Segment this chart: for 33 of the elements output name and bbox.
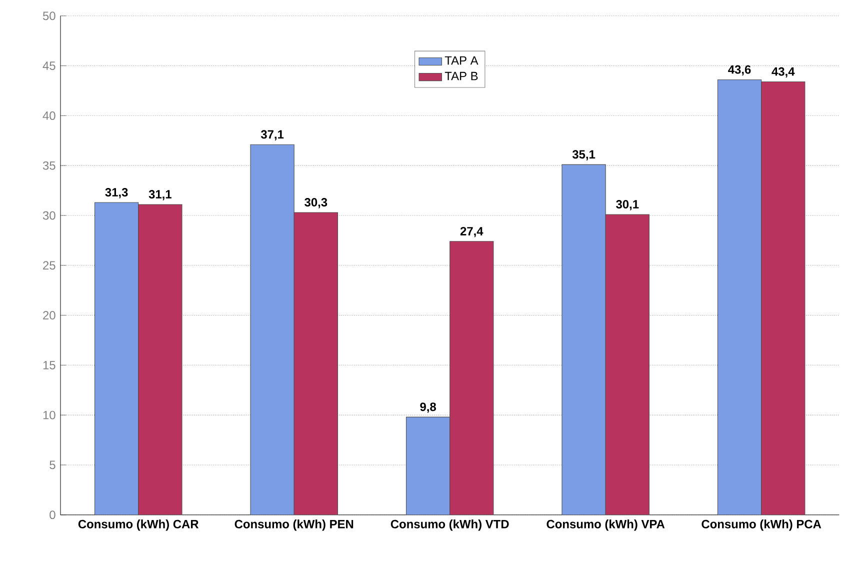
y-tick-label: 0: [50, 510, 56, 520]
data-label: 30,3: [304, 198, 328, 208]
y-tick-label: 20: [43, 311, 56, 320]
data-label: 35,1: [572, 150, 596, 160]
bar: [562, 164, 606, 515]
bar: [94, 202, 139, 515]
y-tick-label: 25: [43, 261, 56, 270]
y-tick-label: 35: [42, 161, 56, 170]
data-label: 43,6: [728, 65, 751, 76]
y-tick-label: 15: [43, 360, 56, 370]
x-tick-label: Consumo (kWh) PEN: [234, 520, 354, 531]
y-tick-label: 5: [50, 460, 56, 470]
x-tick-label: Consumo (kWh) PCA: [702, 520, 822, 531]
x-tick-label: Consumo (kWh) VPA: [546, 520, 665, 531]
y-tick-label: 10: [43, 410, 56, 420]
bar: [406, 416, 450, 515]
x-tick-label: Consumo (kWh) CAR: [78, 520, 199, 531]
y-tick-label: 40: [42, 111, 56, 120]
data-label: 31,3: [105, 188, 128, 198]
data-label: 31,1: [148, 190, 172, 200]
x-tick-label: Consumo (kWh) VTD: [390, 520, 509, 531]
data-label: 30,1: [616, 200, 639, 210]
data-label: 37,1: [260, 130, 284, 140]
y-tick-label: 45: [42, 62, 56, 70]
bar: [250, 144, 294, 515]
data-label: 9,8: [420, 402, 436, 413]
y-tick-label: 30: [42, 211, 56, 220]
y-tick-label: 50: [42, 12, 56, 20]
legend-label: TAP B: [444, 72, 478, 80]
data-label: 27,4: [460, 226, 484, 238]
bar: [717, 79, 762, 515]
legend-label: TAP A: [444, 56, 478, 65]
data-label: 43,4: [772, 67, 795, 78]
